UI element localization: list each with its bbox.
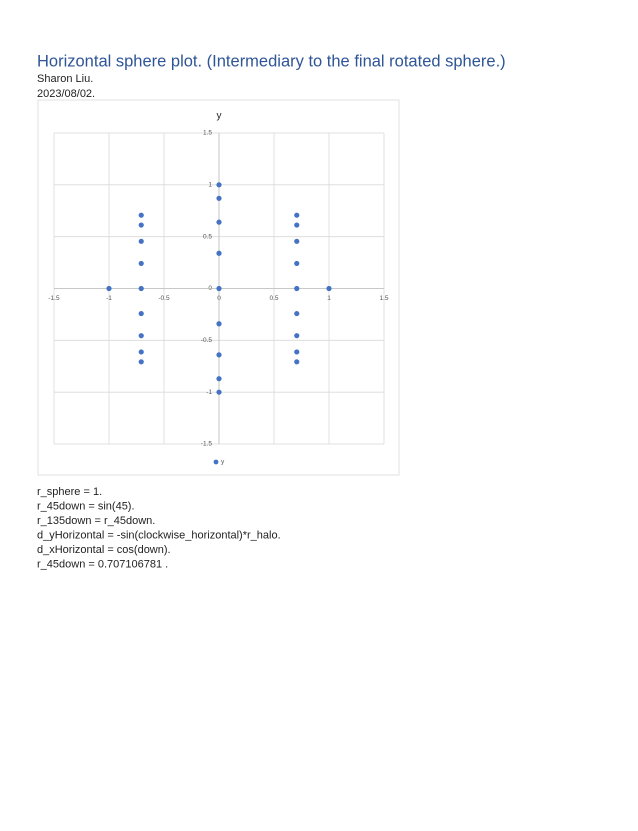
legend-label: y xyxy=(221,459,225,466)
point xyxy=(326,285,332,292)
point xyxy=(138,333,144,339)
note-line: r_135down = r_45down. xyxy=(37,515,155,527)
y-tick-label: -1 xyxy=(206,389,212,396)
point xyxy=(138,260,144,267)
point xyxy=(138,359,144,365)
point xyxy=(294,260,300,267)
point xyxy=(216,219,222,225)
point xyxy=(138,285,144,292)
point xyxy=(294,333,300,339)
point xyxy=(294,212,300,218)
point xyxy=(294,285,300,292)
x-tick-label: -0.5 xyxy=(158,295,170,302)
y-tick-label: 1.5 xyxy=(203,130,212,137)
x-tick-label: 1.5 xyxy=(379,295,388,302)
point xyxy=(294,349,300,355)
x-tick-label: 0.5 xyxy=(269,295,278,302)
point xyxy=(294,238,300,244)
point xyxy=(138,238,144,244)
note-line: r_45down = 0.707106781 . xyxy=(37,558,168,570)
point xyxy=(216,352,222,358)
note-line: r_45down = sin(45). xyxy=(37,500,135,512)
legend-marker xyxy=(213,459,219,465)
point xyxy=(216,321,222,327)
point xyxy=(216,195,222,201)
x-tick-label: -1.5 xyxy=(48,295,60,302)
y-tick-label: -1.5 xyxy=(201,441,213,448)
point xyxy=(294,310,300,317)
point xyxy=(216,376,222,382)
author: Sharon Liu. xyxy=(37,73,93,85)
y-tick-label: 1 xyxy=(208,182,212,189)
point xyxy=(138,212,144,218)
point xyxy=(216,182,222,188)
note-line: d_xHorizontal = cos(down). xyxy=(37,544,171,556)
point xyxy=(216,285,222,292)
point xyxy=(138,349,144,355)
y-tick-label: -0.5 xyxy=(201,337,213,344)
point xyxy=(106,285,112,292)
y-axis-title: y xyxy=(217,111,222,122)
point xyxy=(138,222,144,228)
note-line: d_yHorizontal = -sin(clockwise_horizonta… xyxy=(37,529,281,541)
date: 2023/08/02. xyxy=(37,88,95,100)
point xyxy=(138,310,144,317)
x-tick-label: -1 xyxy=(106,295,112,302)
y-tick-label: 0.5 xyxy=(203,233,212,240)
point xyxy=(294,222,300,228)
point xyxy=(294,359,300,365)
point xyxy=(216,389,222,395)
point xyxy=(216,250,222,256)
note-line: r_sphere = 1. xyxy=(37,486,102,498)
x-tick-label: 1 xyxy=(327,295,331,302)
title: Horizontal sphere plot. (Intermediary to… xyxy=(37,52,506,70)
